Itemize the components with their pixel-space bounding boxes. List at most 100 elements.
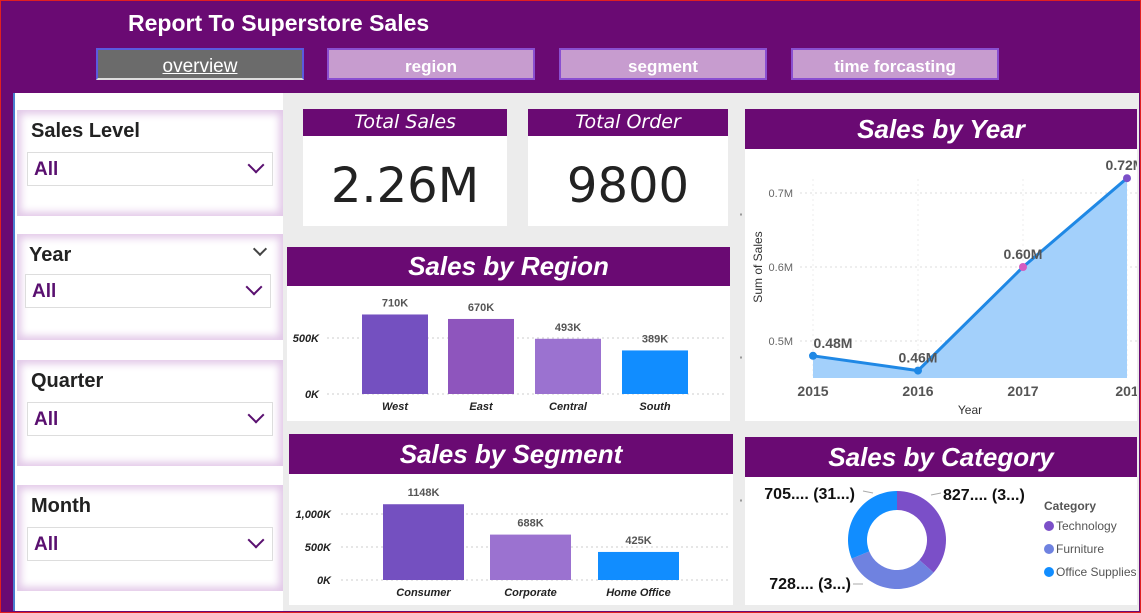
sales-by-region-card: Sales by Region 0K 500K 710K West 670K East 49… bbox=[287, 247, 730, 421]
sales-by-region-chart: 0K 500K 710K West 670K East 493K Central 389K Sou… bbox=[293, 297, 727, 413]
x-tick-label: East bbox=[469, 401, 494, 413]
data-point bbox=[1019, 263, 1027, 271]
x-tick-label: 2015 bbox=[797, 383, 828, 399]
sales-by-category-chart: 827.... (3...) 728.... (3...) 705.... (31.… bbox=[764, 486, 1137, 593]
x-tick-label: Corporate bbox=[504, 587, 557, 599]
x-tick-label: South bbox=[639, 401, 670, 413]
x-tick-label: Central bbox=[549, 401, 588, 413]
donut-slice bbox=[851, 551, 934, 589]
chevron-down-icon[interactable] bbox=[252, 241, 268, 257]
area-fill bbox=[813, 178, 1127, 378]
chevron-down-icon bbox=[247, 531, 265, 549]
bar bbox=[383, 504, 464, 580]
quarter-dropdown[interactable]: All bbox=[27, 402, 273, 436]
slicer-label: Quarter bbox=[31, 370, 104, 392]
donut-slice bbox=[897, 491, 946, 573]
x-axis-title: Year bbox=[958, 403, 982, 417]
y-axis-title: Sum of Sales bbox=[751, 231, 765, 302]
x-tick-label: 2017 bbox=[1007, 383, 1038, 399]
data-label: 705.... (31...) bbox=[764, 486, 855, 503]
sales-by-segment-card: Sales by Segment 0K 500K 1,000K 1148K Consum… bbox=[289, 434, 733, 605]
kpi-label: Total Order bbox=[528, 109, 728, 136]
sales-by-segment-chart: 0K 500K 1,000K 1148K Consumer 688K Corporate 42… bbox=[296, 487, 729, 599]
header: Report To Superstore Sales overview regi… bbox=[0, 0, 1141, 92]
sales-level-dropdown[interactable]: All bbox=[27, 152, 273, 186]
data-label: 493K bbox=[555, 322, 581, 334]
x-tick-label: Consumer bbox=[396, 587, 451, 599]
chart-title: Sales by Segment bbox=[289, 434, 733, 474]
chevron-down-icon bbox=[247, 406, 265, 424]
x-tick-label: Home Office bbox=[606, 587, 671, 599]
slicer-sales-level: Sales Level All bbox=[17, 110, 283, 216]
legend-item: Office Supplies bbox=[1056, 565, 1137, 579]
data-label: 0.72M bbox=[1106, 157, 1137, 173]
data-label: 1148K bbox=[408, 487, 440, 499]
data-label: 0.60M bbox=[1004, 246, 1043, 262]
legend-marker bbox=[1044, 567, 1054, 577]
kpi-total-sales: Total Sales 2.26M bbox=[303, 109, 507, 226]
kpi-value: 2.26M bbox=[330, 158, 480, 214]
dropdown-value: All bbox=[34, 409, 59, 430]
slicer-panel: Sales Level All Year All Quarter All Mon… bbox=[13, 93, 283, 611]
slicer-label: Year bbox=[29, 244, 72, 266]
y-tick-label: 0K bbox=[305, 389, 320, 401]
slicer-label: Month bbox=[31, 495, 91, 517]
chart-title: Sales by Category bbox=[745, 437, 1137, 477]
legend-marker bbox=[1044, 544, 1054, 554]
tab-overview[interactable]: overview bbox=[96, 48, 304, 80]
dropdown-value: All bbox=[34, 534, 59, 555]
chart-title: Sales by Year bbox=[745, 109, 1137, 149]
year-dropdown[interactable]: All bbox=[25, 274, 271, 308]
kpi-label: Total Sales bbox=[303, 109, 507, 136]
slicer-label: Sales Level bbox=[31, 120, 140, 142]
kpi-value: 9800 bbox=[566, 158, 690, 214]
x-tick-label: 201 bbox=[1115, 383, 1137, 399]
donut-slice bbox=[848, 491, 897, 559]
x-tick-label: 2016 bbox=[902, 383, 933, 399]
y-tick-label: 0K bbox=[317, 575, 332, 587]
legend-item: Furniture bbox=[1056, 542, 1104, 556]
y-tick-label: 500K bbox=[305, 542, 332, 554]
legend-item: Technology bbox=[1056, 519, 1117, 533]
data-label: 728.... (3...) bbox=[769, 576, 851, 593]
dropdown-value: All bbox=[32, 281, 57, 302]
data-point bbox=[1123, 174, 1131, 183]
leader-line bbox=[930, 492, 942, 496]
y-tick-label: 0.5M bbox=[769, 336, 793, 348]
y-tick-label: 1,000K bbox=[296, 509, 333, 521]
data-label: 0.48M bbox=[814, 335, 853, 351]
slicer-quarter: Quarter All bbox=[17, 360, 283, 466]
legend-marker bbox=[1044, 521, 1054, 531]
sales-by-year-chart: 0.5M 0.6M 0.7M 0.48M 2015 0.46M 2016 0.60M 2017 0… bbox=[751, 157, 1137, 417]
series-line bbox=[812, 177, 1128, 373]
bar bbox=[490, 534, 571, 580]
data-point bbox=[809, 351, 817, 360]
data-label: 688K bbox=[517, 518, 543, 530]
data-label: 670K bbox=[468, 302, 494, 314]
y-tick-label: 500K bbox=[293, 333, 320, 345]
slicer-month: Month All bbox=[17, 485, 283, 591]
legend-title: Category bbox=[1044, 499, 1096, 513]
tab-region[interactable]: region bbox=[327, 48, 535, 80]
report-title: Report To Superstore Sales bbox=[128, 10, 430, 36]
y-tick-label: 0.7M bbox=[769, 188, 793, 200]
chart-title: Sales by Region bbox=[287, 247, 730, 286]
month-dropdown[interactable]: All bbox=[27, 527, 273, 561]
leader-line bbox=[862, 490, 874, 494]
bar bbox=[362, 314, 428, 394]
data-point bbox=[914, 366, 922, 375]
chevron-down-icon bbox=[245, 278, 263, 296]
tab-segment[interactable]: segment bbox=[559, 48, 767, 80]
data-label: 425K bbox=[625, 535, 651, 547]
data-label: 827.... (3...) bbox=[943, 487, 1025, 504]
slicer-year: Year All bbox=[17, 234, 283, 340]
tab-time-forcasting[interactable]: time forcasting bbox=[791, 48, 999, 80]
bar bbox=[448, 318, 514, 394]
kpi-total-order: Total Order 9800 bbox=[528, 109, 728, 226]
sales-by-category-card: Sales by Category 827.... (3...) 728.... … bbox=[745, 437, 1137, 605]
data-label: 710K bbox=[382, 297, 408, 309]
x-tick-label: West bbox=[382, 401, 409, 413]
chevron-down-icon bbox=[247, 156, 265, 174]
bar bbox=[535, 338, 601, 394]
bar bbox=[622, 350, 688, 394]
